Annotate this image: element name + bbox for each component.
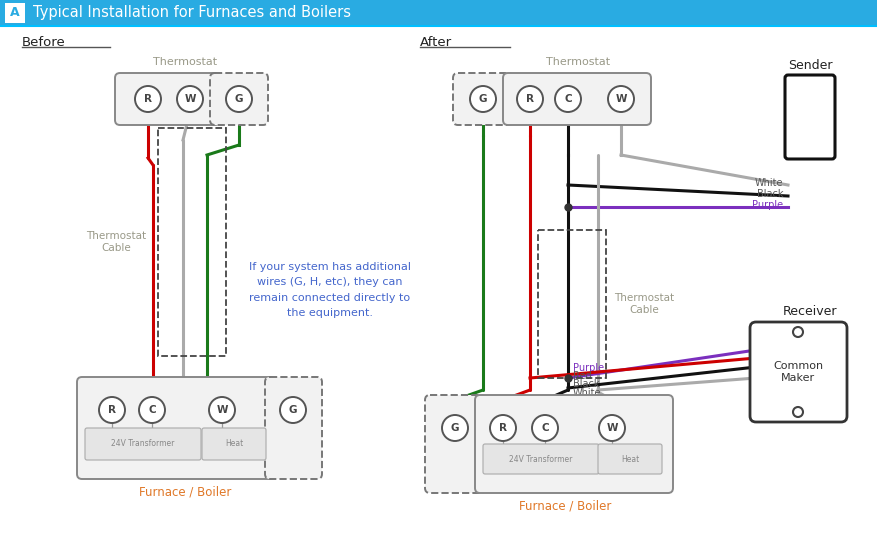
Text: C: C	[564, 94, 572, 104]
FancyBboxPatch shape	[483, 444, 599, 474]
FancyBboxPatch shape	[503, 73, 651, 125]
Text: R: R	[144, 94, 152, 104]
Text: Purple: Purple	[573, 363, 604, 373]
Text: Thermostat: Thermostat	[153, 57, 217, 67]
FancyBboxPatch shape	[598, 444, 662, 474]
Text: Black: Black	[573, 379, 600, 389]
FancyBboxPatch shape	[453, 73, 513, 125]
Text: If your system has additional
wires (G, H, etc), they can
remain connected direc: If your system has additional wires (G, …	[249, 262, 411, 319]
Text: C: C	[148, 405, 156, 415]
Text: Typical Installation for Furnaces and Boilers: Typical Installation for Furnaces and Bo…	[33, 6, 351, 20]
Text: W: W	[217, 405, 228, 415]
Text: Black: Black	[757, 189, 783, 199]
Text: White: White	[573, 388, 602, 398]
Bar	[158, 128, 226, 356]
Circle shape	[226, 86, 252, 112]
Text: Red: Red	[573, 371, 592, 381]
FancyBboxPatch shape	[210, 73, 268, 125]
FancyBboxPatch shape	[750, 322, 847, 422]
Text: Purple: Purple	[752, 200, 783, 210]
Circle shape	[599, 415, 625, 441]
Circle shape	[555, 86, 581, 112]
Text: Heat: Heat	[225, 439, 243, 448]
Circle shape	[793, 327, 803, 337]
Circle shape	[177, 86, 203, 112]
Text: G: G	[451, 423, 460, 433]
FancyBboxPatch shape	[85, 428, 201, 460]
Text: R: R	[499, 423, 507, 433]
Text: Thermostat
Cable: Thermostat Cable	[86, 231, 146, 253]
Circle shape	[532, 415, 558, 441]
Text: R: R	[526, 94, 534, 104]
Text: G: G	[289, 405, 297, 415]
Circle shape	[135, 86, 161, 112]
Bar	[5, 3, 25, 23]
Text: 24V Transformer: 24V Transformer	[111, 439, 175, 448]
Text: Heat: Heat	[621, 454, 639, 464]
Circle shape	[517, 86, 543, 112]
Text: Before: Before	[22, 35, 66, 49]
FancyBboxPatch shape	[77, 377, 275, 479]
Text: W: W	[606, 423, 617, 433]
Text: After: After	[420, 35, 453, 49]
Text: Receiver: Receiver	[783, 305, 838, 318]
Text: Furnace / Boiler: Furnace / Boiler	[519, 500, 611, 512]
FancyBboxPatch shape	[265, 377, 322, 479]
Bar	[538, 230, 606, 378]
Text: Furnace / Boiler: Furnace / Boiler	[139, 486, 232, 498]
Circle shape	[280, 397, 306, 423]
Circle shape	[442, 415, 468, 441]
Text: R: R	[108, 405, 116, 415]
Text: White: White	[754, 178, 783, 188]
Circle shape	[608, 86, 634, 112]
Circle shape	[793, 407, 803, 417]
Text: Thermostat
Cable: Thermostat Cable	[614, 293, 674, 315]
Text: Thermostat: Thermostat	[546, 57, 610, 67]
Text: G: G	[235, 94, 243, 104]
Circle shape	[490, 415, 516, 441]
Text: W: W	[184, 94, 196, 104]
Bar	[0, 0, 877, 26]
FancyBboxPatch shape	[115, 73, 220, 125]
Text: G: G	[479, 94, 488, 104]
Text: W: W	[616, 94, 627, 104]
Circle shape	[139, 397, 165, 423]
Text: 24V Transformer: 24V Transformer	[510, 454, 573, 464]
Circle shape	[209, 397, 235, 423]
FancyBboxPatch shape	[202, 428, 266, 460]
FancyBboxPatch shape	[475, 395, 673, 493]
Text: Common
Maker: Common Maker	[773, 361, 823, 383]
Text: C: C	[541, 423, 549, 433]
Text: A: A	[11, 7, 20, 19]
Text: Sender: Sender	[788, 59, 832, 72]
FancyBboxPatch shape	[785, 75, 835, 159]
Circle shape	[99, 397, 125, 423]
Circle shape	[470, 86, 496, 112]
FancyBboxPatch shape	[425, 395, 485, 493]
